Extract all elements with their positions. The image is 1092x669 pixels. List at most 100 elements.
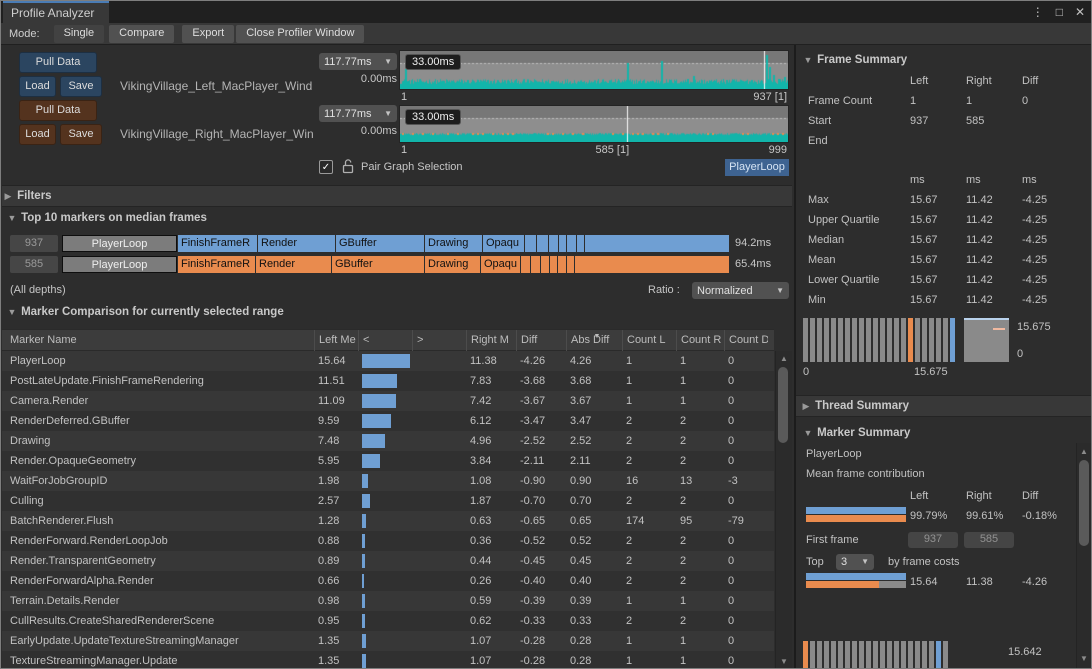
- top10-frame-button[interactable]: 585: [10, 256, 58, 273]
- table-row[interactable]: EarlyUpdate.UpdateTextureStreamingManage…: [2, 631, 774, 651]
- marker-segment[interactable]: Opaqu: [483, 235, 524, 252]
- marker-summary-header[interactable]: ▼ Marker Summary: [802, 427, 910, 439]
- marker-segment-small[interactable]: [558, 256, 566, 273]
- column-header--[interactable]: <: [358, 330, 410, 352]
- maximize-icon[interactable]: □: [1056, 5, 1063, 19]
- table-row[interactable]: PlayerLoop15.6411.38-4.264.26110: [2, 351, 774, 371]
- marker-segment-small[interactable]: [531, 256, 540, 273]
- table-row[interactable]: RenderDeferred.GBuffer9.596.12-3.473.472…: [2, 411, 774, 431]
- marker-segment[interactable]: FinishFrameR: [178, 235, 257, 252]
- left-scale-dropdown[interactable]: 117.77ms▼: [319, 53, 397, 70]
- marker-summary-scrollbar[interactable]: ▲ ▼: [1076, 443, 1091, 669]
- table-row[interactable]: BatchRenderer.Flush1.280.63-0.650.651749…: [2, 511, 774, 531]
- marker-segment-small[interactable]: [575, 256, 729, 273]
- column-header-left-me[interactable]: Left Me: [314, 330, 356, 352]
- unlock-icon[interactable]: [341, 158, 355, 175]
- load-left-button[interactable]: Load: [19, 76, 56, 97]
- scroll-down-icon[interactable]: ▼: [1077, 654, 1091, 663]
- frame-summary-header[interactable]: ▼ Frame Summary: [802, 54, 907, 66]
- table-row[interactable]: Render.OpaqueGeometry5.953.84-2.112.1122…: [2, 451, 774, 471]
- export-button[interactable]: Export: [182, 25, 234, 43]
- tab-profile-analyzer[interactable]: Profile Analyzer: [3, 1, 109, 23]
- table-row[interactable]: Drawing7.484.96-2.522.52220: [2, 431, 774, 451]
- table-row[interactable]: TextureStreamingManager.Update1.351.07-0…: [2, 651, 774, 669]
- marker-segment[interactable]: Drawing: [425, 256, 480, 273]
- close-profiler-window-button[interactable]: Close Profiler Window: [236, 25, 364, 43]
- fold-collapsed-icon[interactable]: ▶: [2, 186, 14, 206]
- column-header-right-m[interactable]: Right M: [466, 330, 512, 352]
- column-header-count-l[interactable]: Count L: [622, 330, 674, 352]
- stat-row-label: Mean: [808, 254, 836, 266]
- scrollbar-thumb[interactable]: [1079, 460, 1089, 546]
- marker-segment-small[interactable]: [577, 235, 584, 252]
- marker-segment-small[interactable]: [541, 256, 549, 273]
- right-frame-graph[interactable]: 33.00ms: [399, 105, 789, 143]
- first-frame-right-button[interactable]: 585: [964, 532, 1014, 548]
- kebab-menu-icon[interactable]: ⋮: [1032, 5, 1044, 19]
- table-row[interactable]: Camera.Render11.097.42-3.673.67110: [2, 391, 774, 411]
- pair-graph-selection-checkbox[interactable]: ✓: [319, 160, 333, 174]
- marker-segment-small[interactable]: [521, 256, 530, 273]
- ratio-dropdown[interactable]: Normalized▼: [692, 282, 789, 299]
- marker-segment[interactable]: Render: [258, 235, 335, 252]
- table-row[interactable]: CullResults.CreateSharedRendererScene0.9…: [2, 611, 774, 631]
- top10-marker-bar[interactable]: PlayerLoopFinishFrameRRenderGBufferDrawi…: [62, 235, 730, 252]
- filters-section-header[interactable]: ▶ Filters: [2, 185, 792, 207]
- column-header-count-r[interactable]: Count R: [676, 330, 722, 352]
- table-row[interactable]: WaitForJobGroupID1.981.08-0.900.901613-3: [2, 471, 774, 491]
- top-n-dropdown[interactable]: 3▼: [836, 554, 874, 570]
- column-header-count-d[interactable]: Count D: [724, 330, 768, 352]
- marker-segment-small[interactable]: [559, 235, 566, 252]
- marker-segment[interactable]: PlayerLoop: [62, 235, 177, 252]
- save-right-button[interactable]: Save: [60, 124, 102, 145]
- table-row[interactable]: Render.TransparentGeometry0.890.44-0.450…: [2, 551, 774, 571]
- save-left-button[interactable]: Save: [60, 76, 102, 97]
- cell-left-median: 1.35: [314, 631, 356, 651]
- marker-segment[interactable]: Render: [256, 256, 331, 273]
- marker-segment-small[interactable]: [537, 235, 548, 252]
- thread-summary-header[interactable]: ▶ Thread Summary: [796, 395, 1092, 417]
- scrollbar-thumb[interactable]: [778, 367, 788, 443]
- first-frame-left-button[interactable]: 937: [908, 532, 958, 548]
- frame-time-histogram: [803, 318, 955, 362]
- column-header-diff[interactable]: Diff: [516, 330, 564, 352]
- comparison-section-header[interactable]: ▼ Marker Comparison for currently select…: [6, 306, 284, 318]
- scroll-up-icon[interactable]: ▲: [1077, 447, 1091, 456]
- load-right-button[interactable]: Load: [19, 124, 56, 145]
- table-row[interactable]: Terrain.Details.Render0.980.59-0.390.391…: [2, 591, 774, 611]
- marker-segment[interactable]: GBuffer: [336, 235, 424, 252]
- fold-collapsed-icon[interactable]: ▶: [800, 396, 812, 416]
- mode-single-button[interactable]: Single: [54, 25, 105, 43]
- marker-segment[interactable]: Drawing: [425, 235, 482, 252]
- marker-segment-small[interactable]: [567, 256, 574, 273]
- histogram-bar: [810, 641, 815, 669]
- column-header-abs-diff[interactable]: Abs Diff▼: [566, 330, 620, 352]
- scroll-up-icon[interactable]: ▲: [776, 354, 792, 363]
- table-row[interactable]: PostLateUpdate.FinishFrameRendering11.51…: [2, 371, 774, 391]
- mode-compare-button[interactable]: Compare: [109, 25, 174, 43]
- marker-segment-small[interactable]: [567, 235, 576, 252]
- marker-segment[interactable]: GBuffer: [332, 256, 424, 273]
- scroll-down-icon[interactable]: ▼: [776, 657, 792, 666]
- marker-segment[interactable]: Opaqu: [481, 256, 520, 273]
- top10-section-header[interactable]: ▼ Top 10 markers on median frames: [6, 212, 207, 224]
- pull-data-left-button[interactable]: Pull Data: [19, 52, 97, 73]
- close-icon[interactable]: ✕: [1075, 5, 1085, 19]
- marker-segment-small[interactable]: [585, 235, 729, 252]
- pull-data-right-button[interactable]: Pull Data: [19, 100, 97, 121]
- table-row[interactable]: RenderForward.RenderLoopJob0.880.36-0.52…: [2, 531, 774, 551]
- top10-marker-bar[interactable]: PlayerLoopFinishFrameRRenderGBufferDrawi…: [62, 256, 730, 273]
- top10-frame-button[interactable]: 937: [10, 235, 58, 252]
- column-header-marker-name[interactable]: Marker Name: [6, 330, 308, 352]
- marker-segment-small[interactable]: [550, 256, 557, 273]
- marker-segment[interactable]: PlayerLoop: [62, 256, 177, 273]
- comparison-scrollbar[interactable]: ▲ ▼: [775, 351, 792, 669]
- marker-segment[interactable]: FinishFrameR: [178, 256, 255, 273]
- table-row[interactable]: RenderForwardAlpha.Render0.660.26-0.400.…: [2, 571, 774, 591]
- marker-segment-small[interactable]: [525, 235, 536, 252]
- table-row[interactable]: Culling2.571.87-0.700.70220: [2, 491, 774, 511]
- marker-segment-small[interactable]: [549, 235, 558, 252]
- column-header--[interactable]: >: [412, 330, 462, 352]
- right-scale-dropdown[interactable]: 117.77ms▼: [319, 105, 397, 122]
- left-frame-graph[interactable]: 33.00ms: [399, 50, 789, 90]
